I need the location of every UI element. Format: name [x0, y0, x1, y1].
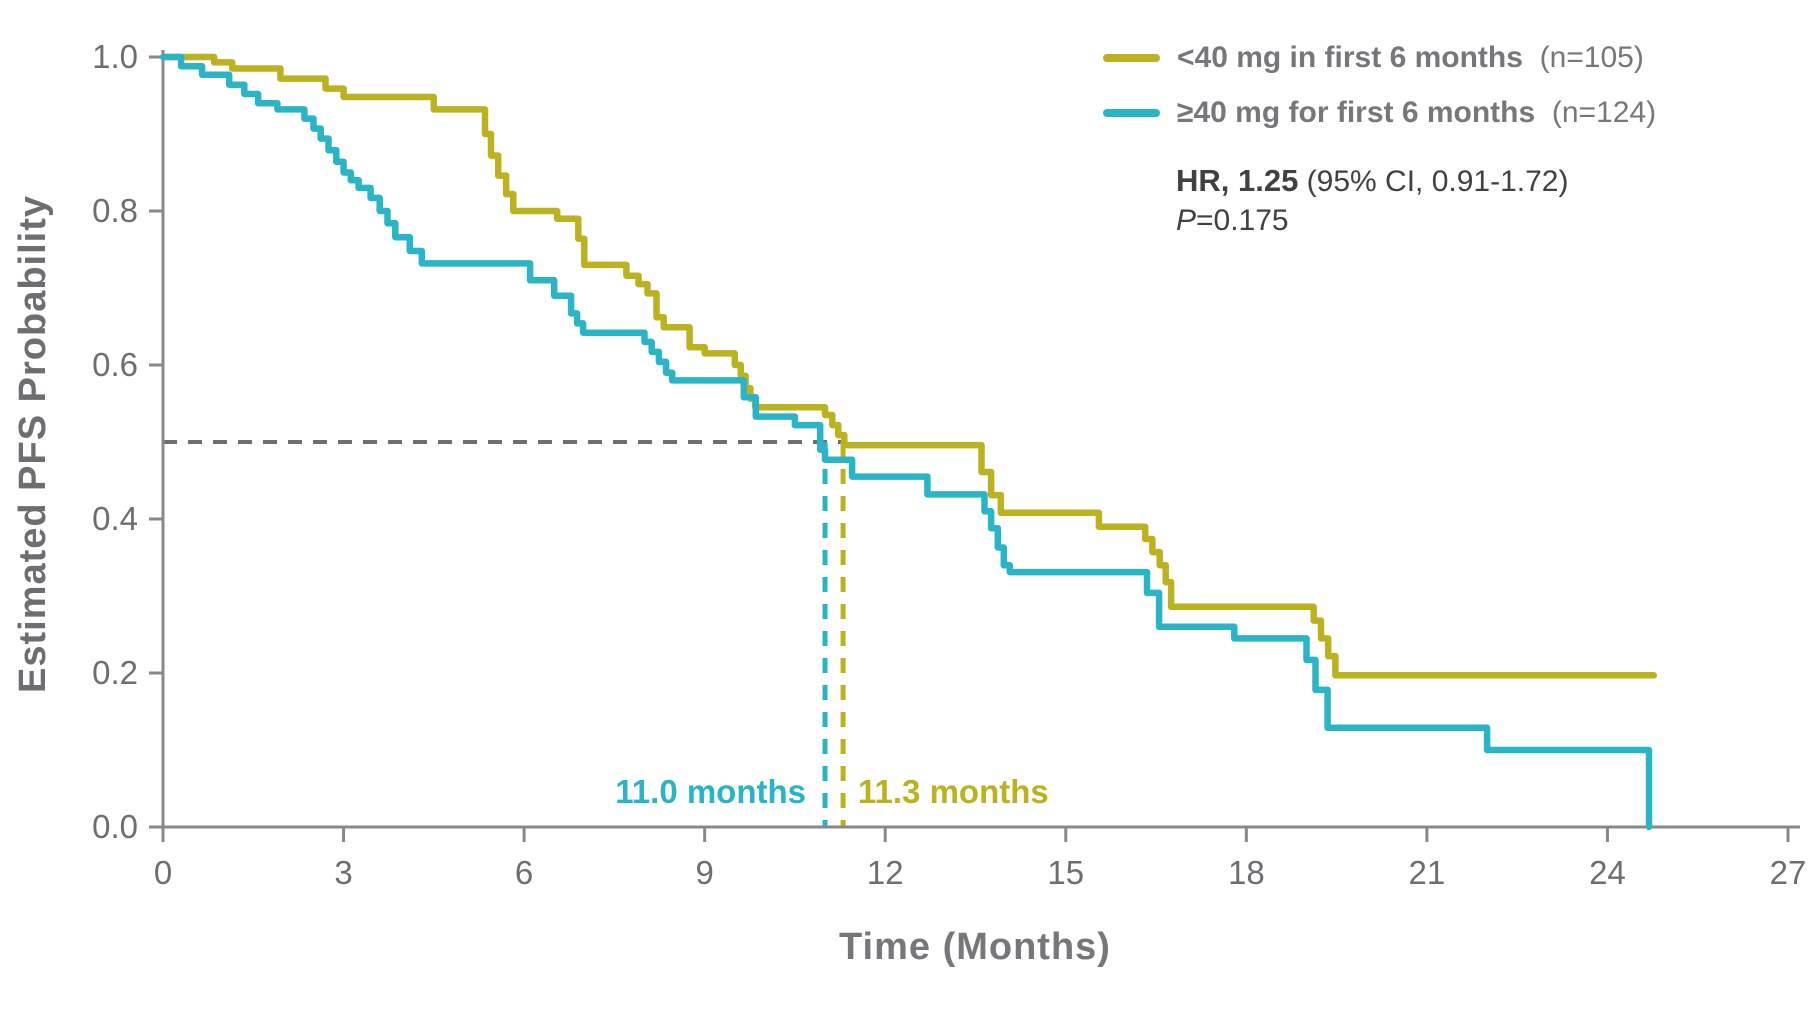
- x-tick-label: 18: [1228, 854, 1265, 891]
- x-tick-label: 0: [154, 854, 172, 891]
- y-tick-label: 0.8: [92, 192, 138, 229]
- legend-swatch-over40-icon: [1103, 109, 1160, 117]
- x-tick-label: 12: [867, 854, 904, 891]
- legend-swatch-under40-icon: [1103, 54, 1160, 62]
- axes: [160, 50, 1800, 829]
- legend-label-under40: <40 mg in first 6 months: [1177, 41, 1523, 74]
- y-tick-label: 0.0: [92, 808, 138, 845]
- y-tick-label: 0.6: [92, 346, 138, 383]
- median-label-under40: 11.3 months: [858, 773, 1049, 810]
- legend: <40 mg in first 6 months (n=105) ≥40 mg …: [1103, 40, 1656, 150]
- x-tick-label: 9: [695, 854, 713, 891]
- axis-ticks: 1.0 0.8 0.6 0.4 0.2 0.0 0 3 6 9 12 15 18 21 24 27: [92, 38, 1806, 891]
- y-tick-label: 0.4: [92, 500, 138, 537]
- y-axis-title: Estimated PFS Probability: [12, 195, 54, 693]
- hr-value: HR, 1.25: [1176, 163, 1299, 198]
- median-label-over40: 11.0 months: [615, 773, 806, 810]
- x-tick-label: 6: [515, 854, 533, 891]
- p-value: =0.175: [1196, 204, 1289, 237]
- y-tick-label: 1.0: [92, 38, 138, 75]
- p-value-line: P=0.175: [1176, 201, 1568, 240]
- x-tick-label: 15: [1047, 854, 1084, 891]
- hr-line: HR, 1.25 (95% CI, 0.91-1.72): [1176, 161, 1568, 201]
- legend-item-over40: ≥40 mg for first 6 months (n=124): [1103, 95, 1656, 131]
- legend-n-under40: (n=105): [1539, 41, 1644, 74]
- survival-curves: [159, 53, 1658, 831]
- x-tick-label: 24: [1589, 854, 1626, 891]
- hr-ci: (95% CI, 0.91-1.72): [1298, 165, 1569, 198]
- x-axis-title: Time (Months): [839, 926, 1111, 968]
- km-curve-under40: [159, 53, 1658, 679]
- legend-n-over40: (n=124): [1551, 96, 1657, 129]
- p-symbol: P: [1176, 204, 1197, 237]
- x-tick-label: 3: [334, 854, 352, 891]
- x-tick-label: 27: [1770, 854, 1807, 891]
- legend-item-under40: <40 mg in first 6 months (n=105): [1103, 40, 1656, 76]
- legend-label-over40: ≥40 mg for first 6 months: [1177, 96, 1536, 129]
- x-tick-label: 21: [1409, 854, 1446, 891]
- hazard-ratio-stats: HR, 1.25 (95% CI, 0.91-1.72) P=0.175: [1176, 161, 1568, 240]
- reference-lines: [163, 440, 846, 827]
- y-tick-label: 0.2: [92, 654, 138, 691]
- km-curve-over40: [159, 53, 1653, 831]
